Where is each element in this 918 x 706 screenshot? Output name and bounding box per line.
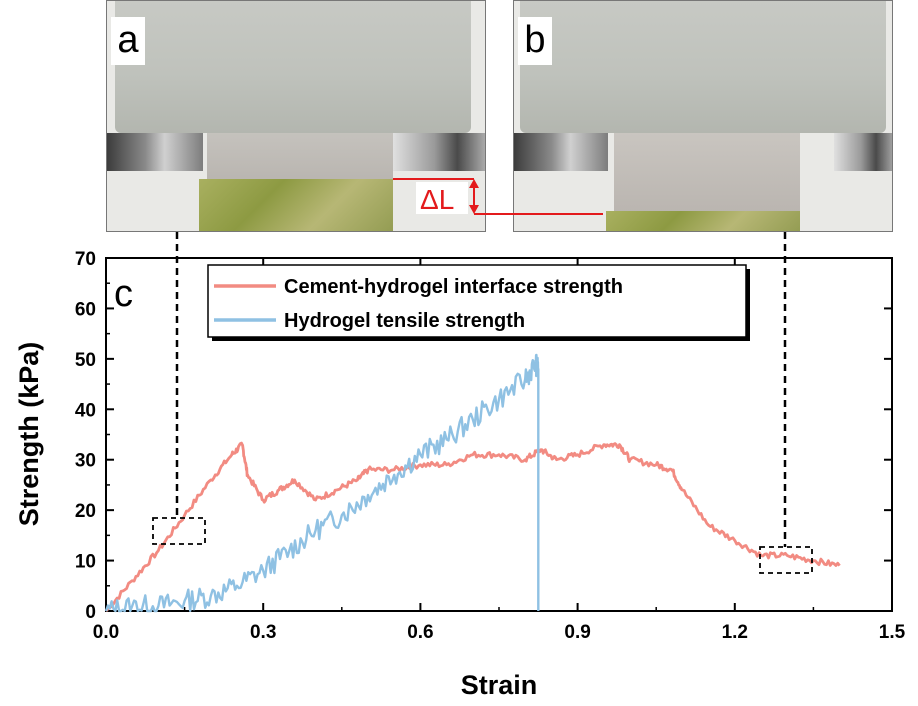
legend-label-interface: Cement-hydrogel interface strength — [284, 276, 623, 298]
y-tick-label: 60 — [75, 299, 96, 320]
y-tick-label: 10 — [75, 552, 96, 573]
legend-box — [207, 264, 747, 338]
x-tick-label: 1.5 — [879, 622, 906, 643]
panel-label-b: b — [518, 17, 552, 65]
y-tick-label: 20 — [75, 501, 96, 522]
axis-ticks: 0.0 0.3 0.6 0.9 1.2 1.5 0 10 20 30 40 50 60 70 — [75, 249, 906, 643]
green-base-b — [606, 211, 800, 231]
photo-panel-b: b — [513, 0, 893, 232]
legend-label-hydrogel: Hydrogel tensile strength — [284, 310, 525, 332]
delta-l-label: ΔL — [420, 184, 454, 215]
grip-fixture-right-a — [393, 133, 485, 171]
x-axis-title: Strain — [461, 670, 538, 700]
x-tick-label: 0.0 — [93, 622, 119, 643]
delta-l-arrowhead-down — [469, 205, 479, 214]
panel-label-c: c — [114, 273, 133, 315]
cement-block-a — [115, 1, 471, 133]
y-tick-label: 0 — [85, 602, 96, 623]
series-line-hydrogel — [104, 353, 540, 613]
y-axis-title: Strength (kPa) — [14, 342, 44, 527]
y-tick-label: 40 — [75, 400, 96, 421]
hydrogel-sample-b — [614, 133, 800, 213]
y-tick-label: 70 — [75, 249, 96, 270]
y-tick-label: 50 — [75, 350, 96, 371]
highlight-box-a — [152, 517, 206, 545]
grip-fixture-right-b — [834, 133, 892, 171]
x-tick-label: 1.2 — [722, 622, 748, 643]
dashed-connectors — [175, 232, 787, 547]
y-tick-label: 30 — [75, 451, 96, 472]
delta-l-annotation: ΔL — [393, 178, 603, 215]
x-tick-label: 0.3 — [250, 622, 276, 643]
grip-fixture-left-b — [514, 133, 608, 171]
delta-l-arrowhead-up — [469, 179, 479, 188]
green-base-a — [199, 179, 393, 231]
series-line-interface — [104, 441, 841, 612]
legend: Cement-hydrogel interface strength Hydro… — [207, 264, 750, 341]
x-tick-label: 0.6 — [407, 622, 433, 643]
photo-panel-a: a — [106, 0, 486, 232]
x-tick-label: 0.9 — [564, 622, 590, 643]
highlight-box-b — [759, 546, 813, 574]
delta-l-label-bg — [416, 182, 468, 214]
series-layer — [104, 353, 841, 613]
cement-block-b — [520, 1, 886, 133]
grip-fixture-left-a — [107, 133, 203, 171]
panel-label-a: a — [111, 17, 145, 65]
hydrogel-sample-a — [207, 133, 393, 181]
